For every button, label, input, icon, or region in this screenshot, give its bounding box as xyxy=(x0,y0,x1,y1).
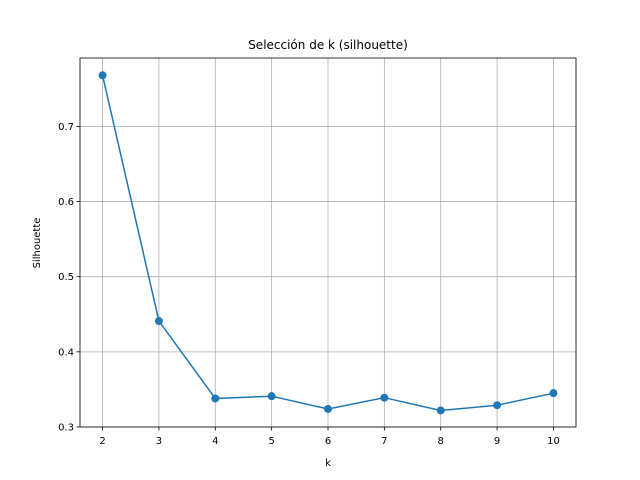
y-tick-label: 0.7 xyxy=(58,122,74,133)
ticks: 2 3 4 5 6 7 8 9 10 0.3 0.4 0.5 0.6 0.7 xyxy=(58,122,560,447)
x-tick-label: 7 xyxy=(381,436,387,447)
y-axis-label: Silhouette xyxy=(32,218,43,269)
x-tick-label: 2 xyxy=(99,436,105,447)
x-tick-label: 9 xyxy=(494,436,500,447)
data-point xyxy=(154,317,163,326)
grid xyxy=(80,58,576,428)
data-point xyxy=(98,71,107,80)
data-point xyxy=(493,401,502,410)
y-tick-label: 0.3 xyxy=(58,423,74,434)
data-point xyxy=(380,393,389,402)
x-tick-label: 5 xyxy=(268,436,274,447)
y-tick-label: 0.4 xyxy=(58,347,74,358)
x-tick-label: 4 xyxy=(212,436,218,447)
x-tick-label: 8 xyxy=(438,436,444,447)
data-point xyxy=(324,404,332,413)
chart-title: Selección de k (silhouette) xyxy=(248,38,408,52)
x-tick-label: 10 xyxy=(547,436,560,447)
x-axis-label: k xyxy=(325,458,331,469)
data-point xyxy=(549,389,558,398)
y-tick-label: 0.5 xyxy=(58,272,74,283)
series-markers xyxy=(98,71,558,415)
data-point xyxy=(211,394,220,403)
y-tick-label: 0.6 xyxy=(58,197,74,208)
data-point xyxy=(436,406,445,415)
x-tick-label: 6 xyxy=(325,436,331,447)
x-tick-label: 3 xyxy=(156,436,162,447)
data-point xyxy=(267,392,276,401)
